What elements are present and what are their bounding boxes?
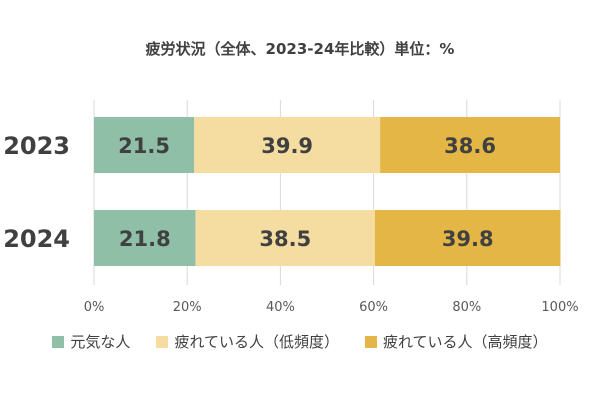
legend-label: 疲れている人（高頻度） bbox=[383, 333, 548, 351]
legend-item-tired-high: 疲れている人（高頻度） bbox=[365, 331, 548, 352]
bar-segment bbox=[195, 210, 375, 266]
data-label: 39.8 bbox=[442, 227, 494, 251]
bar-segment bbox=[374, 210, 561, 266]
data-labels: 21.5 39.9 38.6 21.8 38.5 39.8 bbox=[118, 134, 496, 251]
data-label: 39.9 bbox=[261, 134, 313, 158]
bar-segment bbox=[194, 117, 381, 173]
category-label: 2023 bbox=[3, 132, 70, 160]
category-label: 2024 bbox=[3, 225, 70, 253]
bar-segment bbox=[380, 117, 560, 173]
chart-title: 疲労状況（全体、2023-24年比較）単位：% bbox=[145, 40, 455, 58]
legend-swatch bbox=[52, 335, 65, 348]
x-tick-label: 80% bbox=[452, 300, 481, 315]
x-tick-label: 40% bbox=[266, 300, 295, 315]
data-label: 21.8 bbox=[119, 227, 171, 251]
data-label: 38.6 bbox=[444, 134, 496, 158]
category-labels: 2023 2024 bbox=[3, 132, 70, 253]
legend-label: 疲れている人（低頻度） bbox=[174, 333, 339, 351]
legend-item-tired-low: 疲れている人（低頻度） bbox=[156, 331, 339, 352]
legend: 元気な人 疲れている人（低頻度） 疲れている人（高頻度） bbox=[0, 331, 600, 352]
legend-swatch bbox=[365, 335, 377, 348]
bar-segment bbox=[94, 210, 196, 266]
bar-segment bbox=[94, 117, 195, 173]
x-tick-label: 20% bbox=[173, 300, 202, 315]
legend-item-genki: 元気な人 bbox=[52, 331, 130, 352]
data-label: 21.5 bbox=[118, 134, 170, 158]
x-tick-label: 60% bbox=[359, 300, 388, 315]
legend-label: 元気な人 bbox=[70, 333, 131, 351]
x-tick-label: 0% bbox=[84, 300, 105, 315]
legend-swatch bbox=[156, 335, 169, 348]
data-label: 38.5 bbox=[259, 227, 311, 251]
x-axis-ticks: 0% 20% 40% 60% 80% 100% bbox=[84, 300, 579, 315]
bars bbox=[94, 117, 561, 266]
x-tick-label: 100% bbox=[541, 300, 578, 315]
